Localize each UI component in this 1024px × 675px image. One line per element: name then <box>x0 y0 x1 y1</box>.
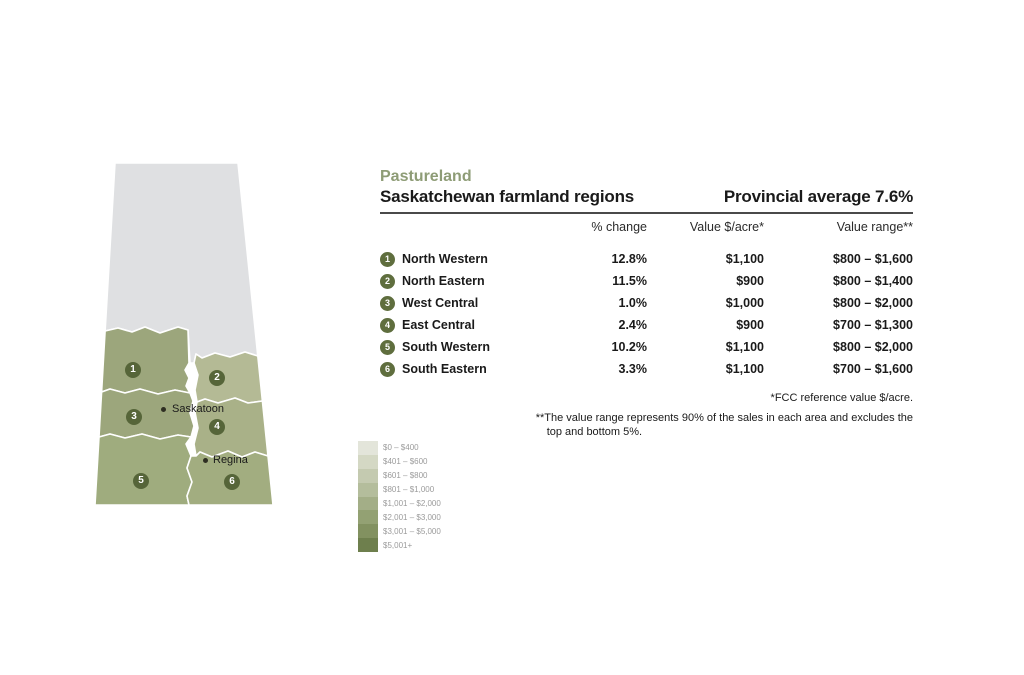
region-rows: 1 North Western 12.8% $1,100 $800 – $1,6… <box>380 248 913 380</box>
column-header-range: Value range** <box>836 220 913 234</box>
map-badge-2: 2 <box>209 370 225 386</box>
provincial-average: Provincial average 7.6% <box>723 187 913 206</box>
region-name: South Eastern <box>402 362 487 376</box>
legend-swatch <box>358 441 378 455</box>
table-row: 6 South Eastern 3.3% $1,100 $700 – $1,60… <box>380 358 913 380</box>
region-number-badge: 1 <box>380 251 395 267</box>
legend-swatch <box>358 454 378 469</box>
map-badge-3: 3 <box>126 409 142 425</box>
value-per-acre: $900 <box>736 318 764 332</box>
region-name-cell: 4 East Central <box>380 317 540 333</box>
value-per-acre: $1,100 <box>725 340 764 354</box>
legend-label: $1,001 – $2,000 <box>383 499 441 508</box>
region-name-cell: 5 South Western <box>380 339 540 355</box>
footnote-value-range: **The value range represents 90% of the … <box>536 411 913 439</box>
legend-item: $3,001 – $5,000 <box>358 524 441 539</box>
legend-item: $2,001 – $3,000 <box>358 510 441 525</box>
legend-label: $801 – $1,000 <box>383 485 435 495</box>
column-header-value: Value $/acre* <box>689 220 764 234</box>
legend-label: $5,001+ <box>383 540 413 550</box>
legend-swatch <box>358 538 378 553</box>
region-name: North Eastern <box>402 274 485 288</box>
legend-item: $1,001 – $2,000 <box>358 496 441 511</box>
column-headers: % change Value $/acre* Value range** <box>380 219 913 235</box>
map-region-2-shape <box>193 351 264 404</box>
saskatoon-dot <box>161 407 166 412</box>
table-row: 2 North Eastern 11.5% $900 $800 – $1,400 <box>380 270 913 292</box>
pct-change-value: 3.3% <box>618 362 648 376</box>
value-range: $800 – $2,000 <box>833 296 913 310</box>
saskatoon-label: Saskatoon <box>172 403 224 415</box>
legend-label: $2,001 – $3,000 <box>383 512 441 522</box>
legend-swatch <box>358 496 378 511</box>
header-rule <box>380 212 913 214</box>
legend-swatch <box>358 468 378 483</box>
footnote-value-range-line1: **The value range represents 90% of the … <box>535 412 913 424</box>
value-per-acre: $1,000 <box>725 296 764 310</box>
regina-label: Regina <box>213 454 248 466</box>
legend-label: $3,001 – $5,000 <box>383 526 441 536</box>
value-range: $800 – $1,600 <box>833 252 913 266</box>
value-range: $800 – $2,000 <box>833 340 913 354</box>
pct-change-value: 12.8% <box>611 252 647 266</box>
legend-item: $401 – $600 <box>358 454 441 469</box>
legend-label: $601 – $800 <box>383 471 428 481</box>
footnote-fcc: *FCC reference value $/acre. <box>770 392 913 404</box>
value-per-acre: $900 <box>736 274 764 288</box>
map-region-5-shape <box>94 433 193 506</box>
value-per-acre: $1,100 <box>725 362 764 376</box>
legend-swatch <box>358 510 378 525</box>
region-name: North Western <box>402 252 488 266</box>
page-title: Saskatchewan farmland regions <box>380 187 635 206</box>
legend-item: $801 – $1,000 <box>358 482 441 497</box>
value-range: $700 – $1,300 <box>833 318 913 332</box>
table-row: 3 West Central 1.0% $1,000 $800 – $2,000 <box>380 292 913 314</box>
region-number-badge: 5 <box>380 339 395 355</box>
value-legend: $0 – $400 $401 – $600 $601 – $800 $801 –… <box>358 441 441 553</box>
legend-item: $601 – $800 <box>358 468 441 483</box>
region-name-cell: 3 West Central <box>380 295 540 311</box>
pct-change-value: 2.4% <box>618 318 648 332</box>
pastureland-panel: Pastureland Saskatchewan farmland region… <box>380 168 913 380</box>
pct-change-value: 1.0% <box>618 296 648 310</box>
pct-change-value: 10.2% <box>611 340 647 354</box>
region-number-badge: 4 <box>380 317 395 333</box>
map-badge-4: 4 <box>209 419 225 435</box>
table-row: 4 East Central 2.4% $900 $700 – $1,300 <box>380 314 913 336</box>
column-header-change: % change <box>591 220 647 234</box>
map-region-1-shape <box>100 326 191 395</box>
region-number-badge: 3 <box>380 295 395 311</box>
map-badge-1: 1 <box>125 362 141 378</box>
region-name: East Central <box>402 318 475 332</box>
category-heading: Pastureland <box>380 168 472 185</box>
region-name-cell: 2 North Eastern <box>380 273 540 289</box>
region-number-badge: 6 <box>380 361 395 377</box>
map-badge-6: 6 <box>224 474 240 490</box>
legend-item: $5,001+ <box>358 538 441 553</box>
regina-dot <box>203 458 208 463</box>
table-row: 1 North Western 12.8% $1,100 $800 – $1,6… <box>380 248 913 270</box>
map-badge-5: 5 <box>133 473 149 489</box>
legend-label: $0 – $400 <box>383 443 419 453</box>
region-name: South Western <box>402 340 490 354</box>
saskatchewan-map <box>94 162 274 506</box>
value-range: $700 – $1,600 <box>833 362 913 376</box>
legend-swatch <box>358 482 378 497</box>
legend-item: $0 – $400 <box>358 441 441 455</box>
title-row: Saskatchewan farmland regions Provincial… <box>380 187 913 207</box>
region-number-badge: 2 <box>380 273 395 289</box>
legend-swatch <box>358 524 378 539</box>
footnote-value-range-line2: top and bottom 5%. <box>546 426 643 438</box>
legend-label: $401 – $600 <box>383 457 428 467</box>
value-range: $800 – $1,400 <box>833 274 913 288</box>
pct-change-value: 11.5% <box>612 274 647 288</box>
table-row: 5 South Western 10.2% $1,100 $800 – $2,0… <box>380 336 913 358</box>
region-name-cell: 6 South Eastern <box>380 361 540 377</box>
value-per-acre: $1,100 <box>725 252 764 266</box>
region-name: West Central <box>402 296 479 310</box>
region-name-cell: 1 North Western <box>380 251 540 267</box>
